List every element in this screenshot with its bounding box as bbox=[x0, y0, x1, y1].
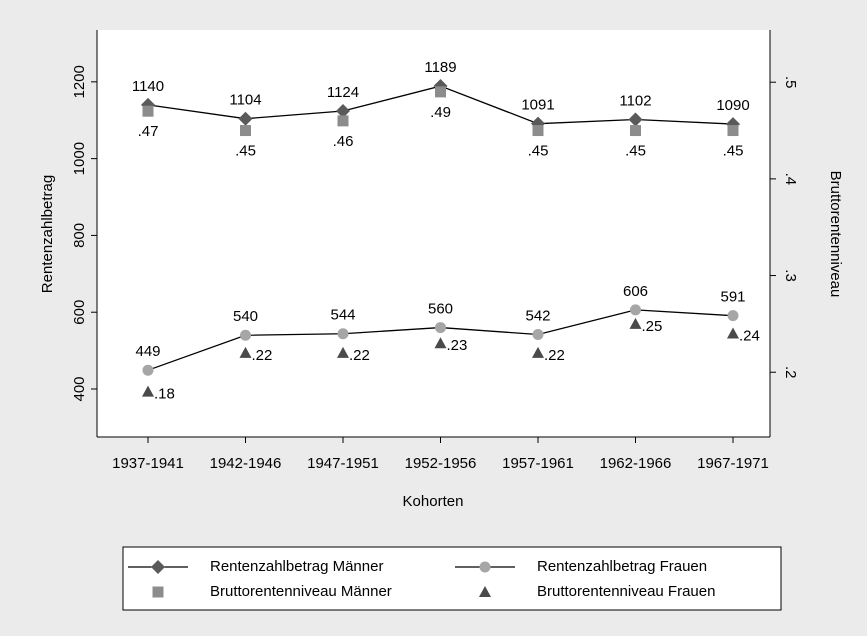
legend-marker bbox=[479, 586, 491, 597]
triangle-marker bbox=[727, 327, 739, 339]
square-marker bbox=[240, 125, 251, 137]
x-tick-label: 1952-1956 bbox=[405, 455, 477, 472]
x-tick-label: 1937-1941 bbox=[112, 455, 184, 472]
y-tick-label: 800 bbox=[71, 223, 88, 248]
data-label: 544 bbox=[330, 307, 355, 324]
x-tick-label: 1947-1951 bbox=[307, 455, 379, 472]
triangle-marker bbox=[629, 317, 642, 329]
y-axis-title: Rentenzahlbetrag bbox=[39, 175, 56, 293]
diamond-marker bbox=[238, 111, 253, 126]
data-label: 1104 bbox=[229, 92, 261, 109]
y2-axis-title: Bruttorentenniveau bbox=[827, 171, 844, 298]
x-tick-label: 1942-1946 bbox=[210, 455, 282, 472]
data-label: 1189 bbox=[424, 59, 456, 76]
data-label: .18 bbox=[154, 386, 175, 403]
y2-tick-label: .4 bbox=[782, 173, 799, 186]
square-marker bbox=[727, 125, 739, 137]
data-label: .45 bbox=[528, 143, 549, 160]
data-label: .23 bbox=[447, 337, 468, 354]
legend-marker bbox=[152, 586, 164, 598]
data-label: 591 bbox=[720, 289, 745, 306]
data-label: 449 bbox=[135, 343, 160, 360]
data-label: .45 bbox=[723, 143, 744, 160]
y2-tick-label: .5 bbox=[782, 76, 799, 89]
circle-marker bbox=[435, 322, 446, 334]
circle-marker bbox=[337, 328, 349, 340]
legend-label: Bruttorentenniveau Frauen bbox=[537, 583, 715, 600]
data-label: 606 bbox=[623, 283, 648, 300]
diamond-marker bbox=[336, 104, 350, 119]
triangle-marker bbox=[434, 337, 447, 349]
triangle-marker bbox=[142, 385, 154, 397]
square-marker bbox=[435, 86, 446, 98]
data-label: .22 bbox=[544, 347, 565, 364]
data-label: 542 bbox=[525, 307, 550, 324]
legend bbox=[122, 546, 782, 611]
data-label: .22 bbox=[349, 347, 370, 364]
data-label: .25 bbox=[642, 318, 663, 335]
diamond-marker bbox=[531, 116, 545, 131]
square-marker bbox=[630, 125, 641, 137]
circle-marker bbox=[630, 304, 641, 316]
square-marker bbox=[532, 125, 544, 137]
data-label: .45 bbox=[235, 143, 256, 160]
legend-label: Bruttorentenniveau Männer bbox=[210, 583, 392, 600]
legend-label: Rentenzahlbetrag Frauen bbox=[537, 558, 707, 575]
y2-tick-label: .2 bbox=[782, 366, 799, 379]
y-tick-label: 600 bbox=[71, 300, 88, 325]
circle-marker bbox=[727, 310, 739, 322]
data-label: 1140 bbox=[132, 78, 164, 95]
data-label: .22 bbox=[252, 347, 273, 364]
legend-marker bbox=[151, 560, 165, 574]
square-marker bbox=[142, 105, 154, 117]
triangle-marker bbox=[239, 346, 252, 358]
x-tick-label: 1962-1966 bbox=[600, 455, 672, 472]
data-label: 1124 bbox=[327, 84, 359, 101]
legend-label: Rentenzahlbetrag Männer bbox=[210, 558, 383, 575]
y-tick-label: 1000 bbox=[71, 142, 88, 175]
diamond-marker bbox=[628, 112, 643, 127]
data-label: 1091 bbox=[521, 97, 554, 114]
data-label: .47 bbox=[138, 123, 159, 140]
x-axis-title: Kohorten bbox=[403, 493, 464, 510]
data-label: .46 bbox=[333, 133, 354, 150]
triangle-marker bbox=[337, 346, 349, 358]
plot-area bbox=[97, 30, 770, 437]
data-label: 1090 bbox=[716, 97, 749, 114]
triangle-marker bbox=[532, 346, 544, 358]
x-tick-label: 1967-1971 bbox=[697, 455, 769, 472]
legend-marker bbox=[479, 561, 491, 573]
y-tick-label: 1200 bbox=[71, 65, 88, 98]
circle-marker bbox=[240, 329, 251, 341]
y-tick-label: 400 bbox=[71, 376, 88, 401]
data-label: 540 bbox=[233, 308, 258, 325]
data-label: 1102 bbox=[619, 92, 651, 109]
square-marker bbox=[337, 115, 349, 127]
data-label: .45 bbox=[625, 143, 646, 160]
circle-marker bbox=[532, 328, 544, 340]
data-label: 560 bbox=[428, 301, 453, 318]
y2-tick-label: .3 bbox=[782, 269, 799, 282]
x-tick-label: 1957-1961 bbox=[502, 455, 574, 472]
data-label: .24 bbox=[739, 328, 760, 345]
data-label: .49 bbox=[430, 104, 451, 121]
circle-marker bbox=[142, 364, 154, 376]
